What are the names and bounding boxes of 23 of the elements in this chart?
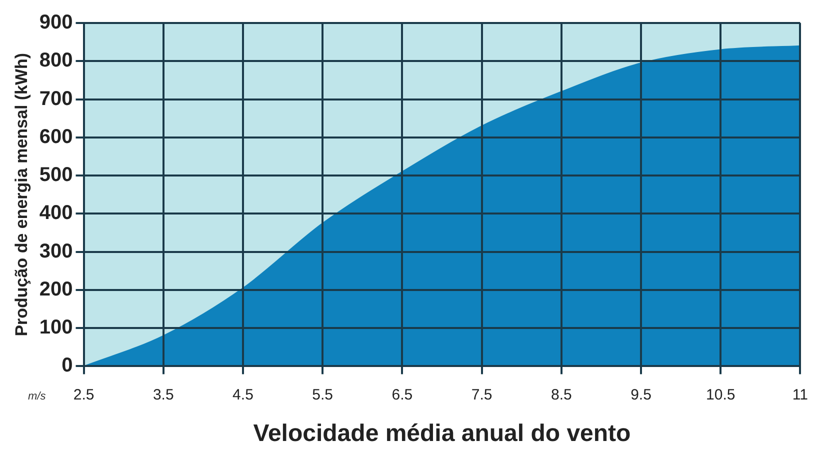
x-tick-label: 10.5 <box>706 386 736 404</box>
text: m/s <box>28 390 46 402</box>
y-tick-label: 0 <box>62 354 73 377</box>
y-tick-label: 100 <box>39 316 73 339</box>
x-tick-label: 11 <box>792 386 808 404</box>
y-tick-label: 700 <box>39 88 73 110</box>
x-tick-label: 6.5 <box>392 386 413 404</box>
x-tick-label: 2.5 <box>73 386 94 404</box>
x-tick-label: 8.5 <box>550 386 572 404</box>
y-tick-label: 500 <box>39 164 73 186</box>
x-tick-label: 9.5 <box>630 386 652 404</box>
y-tick-label: 600 <box>39 126 73 148</box>
x-tick-label: 7.5 <box>471 386 492 404</box>
y-tick-label: 200 <box>39 278 73 300</box>
x-axis-title: Velocidade média anual do vento <box>253 420 631 448</box>
x-tick-label: 5.5 <box>312 386 334 404</box>
y-tick-label: 400 <box>39 202 73 224</box>
y-axis-title: Produção de energia mensal (kWh) <box>12 52 31 336</box>
x-tick-label: 3.5 <box>152 386 174 404</box>
x-tick-label: 4.5 <box>232 386 254 404</box>
y-tick-label: 900 <box>39 12 73 34</box>
y-tick-label: 800 <box>39 50 73 72</box>
y-tick-label: 300 <box>39 240 73 262</box>
